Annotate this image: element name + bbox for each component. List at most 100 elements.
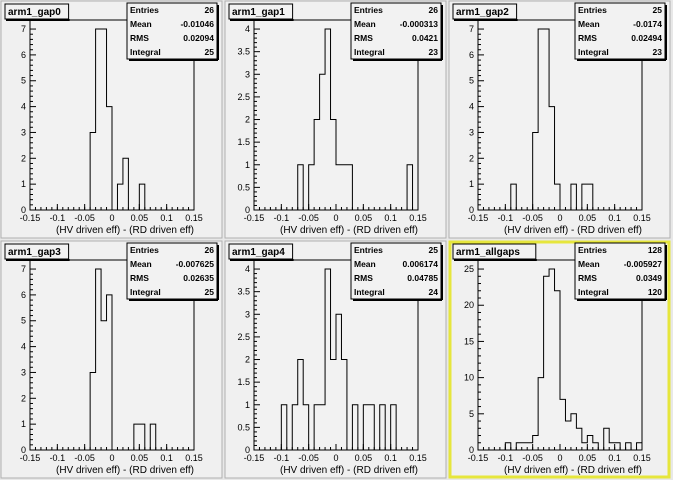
stats-box — [574, 2, 666, 60]
y-tick-label: 6 — [469, 50, 474, 60]
x-tick-label: 0.1 — [160, 453, 173, 463]
stats-value: 25 — [429, 245, 439, 255]
x-tick-label: -0.1 — [274, 213, 290, 223]
x-tick-label: 0.05 — [131, 213, 149, 223]
x-tick-label: -0.1 — [498, 453, 514, 463]
y-tick-label: 1 — [21, 419, 26, 429]
stats-label: Entries — [354, 5, 383, 15]
stats-label: Integral — [130, 47, 161, 57]
y-tick-label: 20 — [464, 300, 474, 310]
x-tick-label: -0.1 — [50, 213, 66, 223]
y-tick-label: 0.5 — [237, 422, 250, 432]
stats-label: Integral — [354, 287, 385, 297]
y-tick-label: 5 — [469, 76, 474, 86]
x-tick-label: 0 — [557, 213, 562, 223]
x-tick-label: -0.05 — [522, 453, 543, 463]
x-tick-label: 0 — [333, 213, 338, 223]
y-tick-label: 2 — [245, 355, 250, 365]
x-tick-label: 0.15 — [185, 213, 203, 223]
x-tick-label: 0 — [333, 453, 338, 463]
stats-value: 25 — [205, 47, 215, 57]
y-tick-label: 2.5 — [237, 332, 250, 342]
stats-value: 24 — [429, 287, 439, 297]
stats-value: 0.02494 — [631, 33, 662, 43]
y-tick-label: 7 — [21, 24, 26, 34]
stats-value: 25 — [205, 287, 215, 297]
stats-value: 0.0421 — [412, 33, 438, 43]
x-tick-label: 0 — [109, 453, 114, 463]
stats-value: 0.02094 — [183, 33, 214, 43]
x-tick-label: -0.05 — [74, 453, 95, 463]
histogram-series-line — [254, 268, 418, 451]
y-tick-label: 0 — [21, 445, 26, 455]
stats-label: RMS — [130, 33, 149, 43]
stats-label: Integral — [354, 47, 385, 57]
y-tick-label: 15 — [464, 336, 474, 346]
stats-value: 0.006174 — [403, 259, 439, 269]
panel-title: arm1_gap3 — [8, 247, 61, 258]
histogram-series-line — [478, 28, 642, 211]
stats-label: Entries — [578, 245, 607, 255]
y-tick-label: 2 — [245, 115, 250, 125]
x-axis-title: (HV driven eff) - (RD driven eff) — [280, 225, 418, 236]
histogram-series-line — [254, 28, 418, 211]
stats-value: 120 — [648, 287, 662, 297]
x-tick-label: 0.1 — [384, 453, 397, 463]
histogram-series-line — [30, 268, 194, 451]
x-tick-label: 0.05 — [355, 213, 373, 223]
y-tick-label: 10 — [464, 373, 474, 383]
stats-label: Entries — [354, 245, 383, 255]
stats-label: RMS — [578, 33, 597, 43]
stats-value: 0.02635 — [183, 273, 214, 283]
y-tick-label: 3 — [21, 127, 26, 137]
stats-label: RMS — [578, 273, 597, 283]
stats-box — [574, 242, 666, 300]
x-tick-label: -0.15 — [244, 213, 265, 223]
y-tick-label: 7 — [469, 24, 474, 34]
stats-label: Mean — [130, 19, 152, 29]
y-tick-label: 4 — [469, 102, 474, 112]
stats-label: Mean — [354, 19, 376, 29]
y-tick-label: 4 — [245, 264, 250, 274]
y-tick-label: 4 — [21, 102, 26, 112]
y-tick-label: 5 — [469, 409, 474, 419]
y-tick-label: 5 — [21, 76, 26, 86]
stats-label: Integral — [578, 47, 609, 57]
x-tick-label: -0.1 — [50, 453, 66, 463]
stats-box — [126, 2, 218, 60]
stats-label: Integral — [130, 287, 161, 297]
y-tick-label: 0 — [469, 445, 474, 455]
x-tick-label: 0 — [557, 453, 562, 463]
x-axis-title: (HV driven eff) - (RD driven eff) — [56, 465, 194, 476]
histogram-series-line — [30, 28, 194, 211]
panel-title: arm1_gap0 — [8, 7, 61, 18]
x-axis-title: (HV driven eff) - (RD driven eff) — [280, 465, 418, 476]
y-tick-label: 2.5 — [237, 92, 250, 102]
stats-value: -0.005927 — [624, 259, 663, 269]
x-tick-label: 0.05 — [131, 453, 149, 463]
x-tick-label: -0.05 — [522, 213, 543, 223]
x-tick-label: 0.15 — [409, 213, 427, 223]
histogram-panel: 0 5 10 15 20 25 -0.15 -0.1 -0.05 0 0.05 0.1 0.15 (HV … — [448, 240, 671, 479]
stats-label: RMS — [130, 273, 149, 283]
y-tick-label: 3 — [21, 367, 26, 377]
y-tick-label: 5 — [21, 316, 26, 326]
y-tick-label: 3.5 — [237, 47, 250, 57]
stats-value: 0.0349 — [636, 273, 662, 283]
x-tick-label: -0.15 — [20, 453, 41, 463]
panel-title: arm1_gap2 — [456, 7, 509, 18]
y-tick-label: 1.5 — [237, 377, 250, 387]
x-tick-label: 0.15 — [633, 453, 651, 463]
x-tick-label: 0.05 — [579, 213, 597, 223]
histogram-panel: 0 0.5 1 1.5 2 2.5 3 3.5 4 -0.15 -0.1 -0.05 0 0.05 0.1 0… — [224, 0, 447, 239]
stats-label: Entries — [130, 245, 159, 255]
x-tick-label: 0.1 — [384, 213, 397, 223]
x-tick-label: 0.1 — [608, 453, 621, 463]
x-tick-label: 0.15 — [185, 453, 203, 463]
stats-label: Mean — [578, 259, 600, 269]
stats-value: 26 — [429, 5, 439, 15]
y-tick-label: 2 — [21, 153, 26, 163]
